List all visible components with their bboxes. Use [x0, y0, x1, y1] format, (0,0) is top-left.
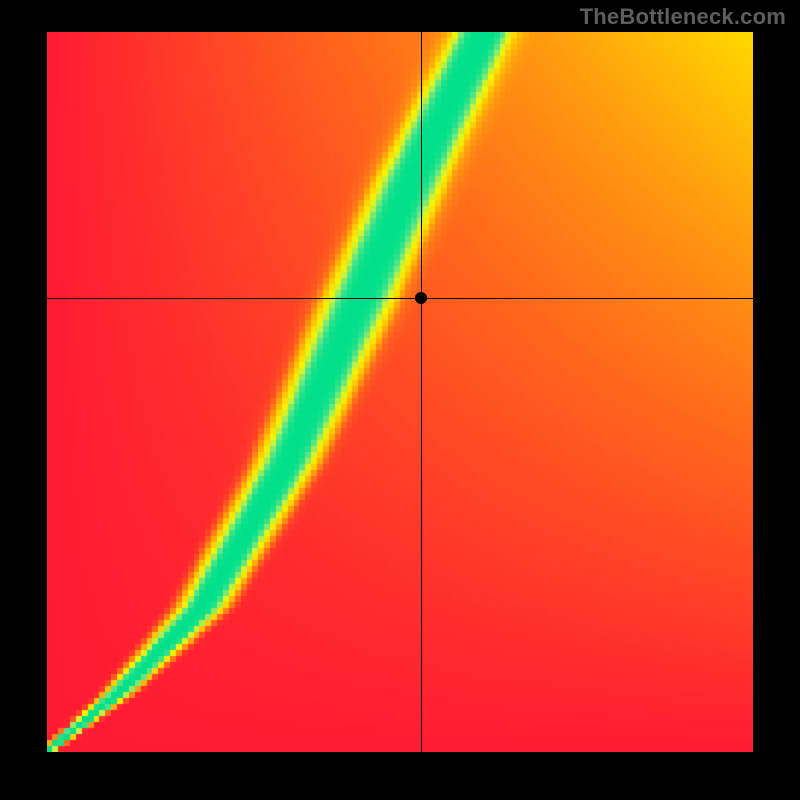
- plot-area: [47, 32, 753, 752]
- crosshair-vertical: [421, 32, 422, 752]
- crosshair-marker: [415, 292, 427, 304]
- chart-container: { "watermark": { "text": "TheBottleneck.…: [0, 0, 800, 800]
- heatmap-canvas: [47, 32, 753, 752]
- crosshair-horizontal: [47, 298, 753, 299]
- watermark-text: TheBottleneck.com: [580, 4, 786, 30]
